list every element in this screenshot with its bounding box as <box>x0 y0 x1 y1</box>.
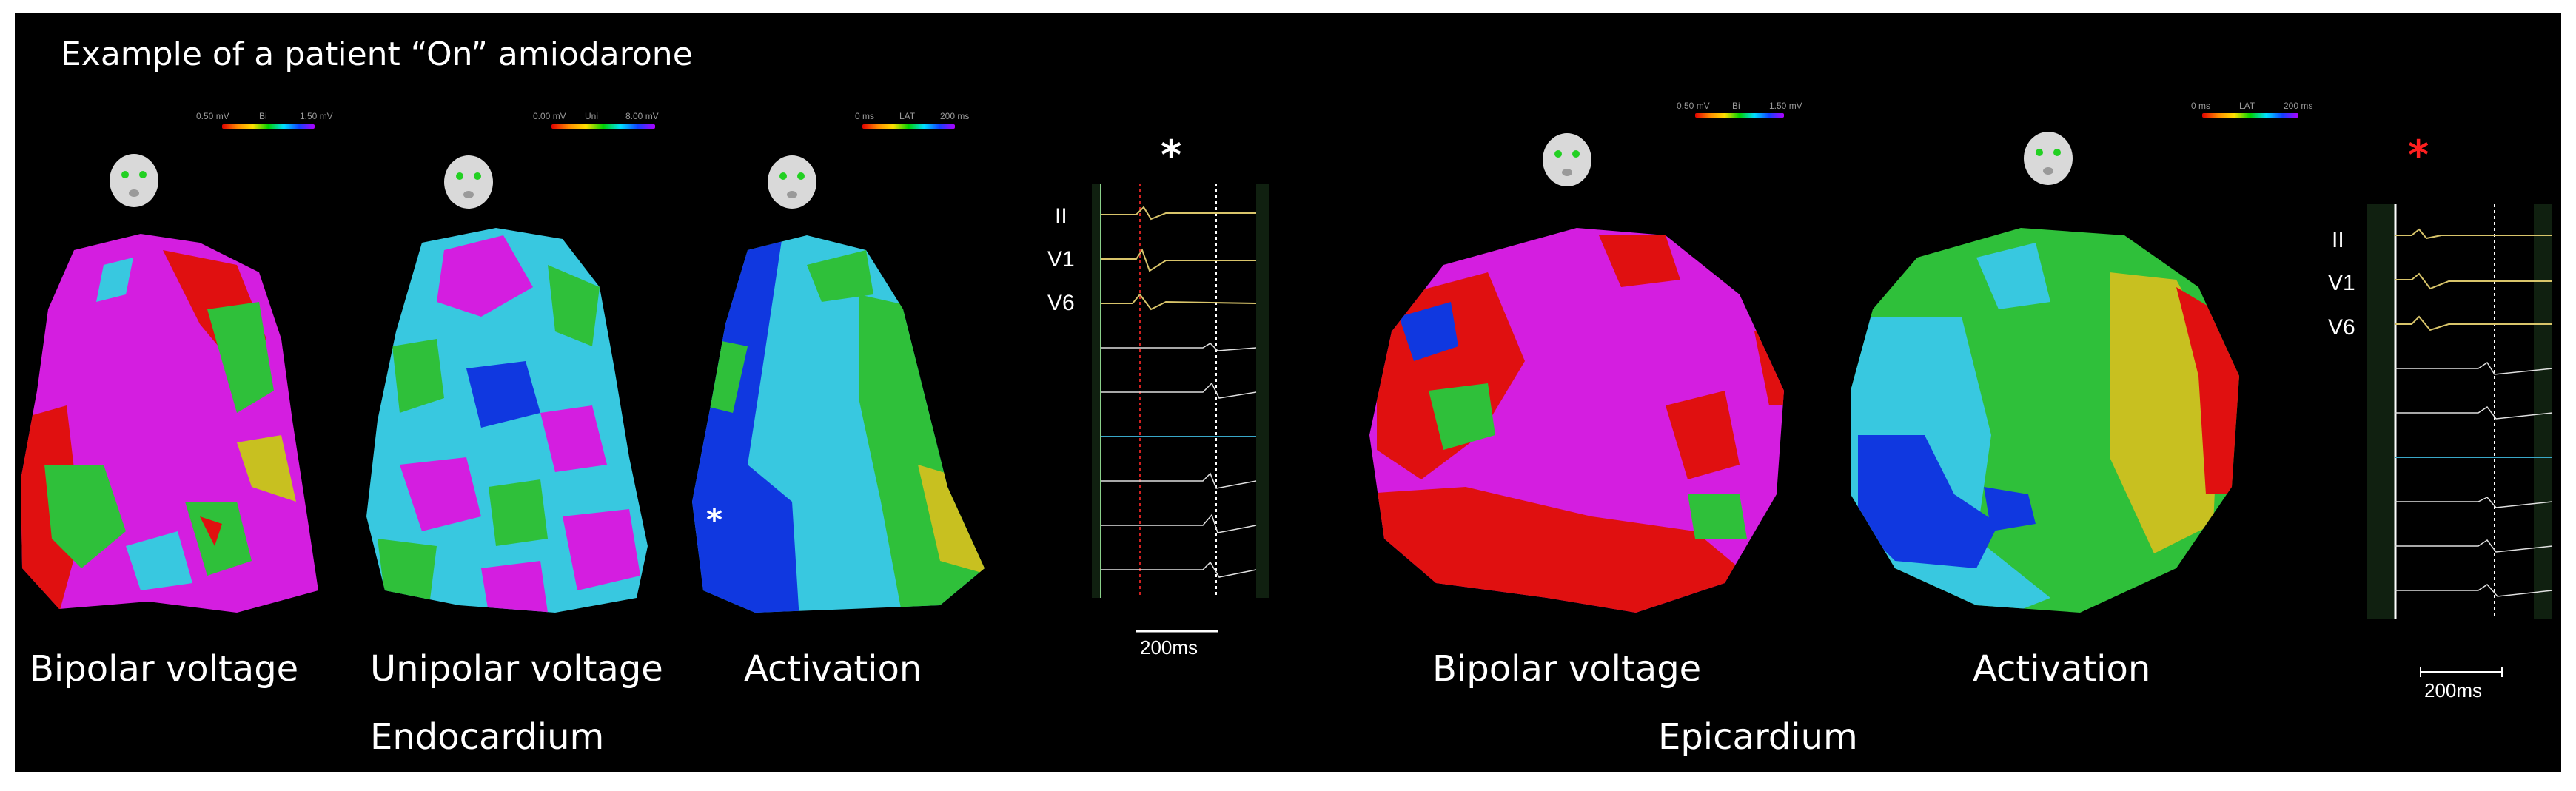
label-endo-activation: Activation <box>744 648 922 690</box>
legend-bipolar-epi-max: 1.50 mV <box>1769 101 1802 111</box>
legend-activation-endo-label: LAT <box>899 111 916 121</box>
ecg-epi-lead-v6: V6 <box>2328 315 2355 340</box>
ecg-epi-scale-label: 200ms <box>2424 679 2483 701</box>
ecg-endo-lead-ii: II <box>1055 204 1067 229</box>
figure-panel: Example of a patient “On” amiodarone 0.5… <box>15 13 2561 772</box>
head-orientation-icon <box>1543 133 1591 186</box>
legend-bar-bipolar-epi <box>1695 113 1784 118</box>
section-endocardium: Endocardium <box>370 716 605 758</box>
legend-bar-activation-epi <box>2202 113 2298 118</box>
endo-activation-marker: * <box>706 502 722 538</box>
section-epicardium: Epicardium <box>1658 716 1858 758</box>
ecg-epi-scalebar <box>2420 667 2503 677</box>
label-endo-unipolar: Unipolar voltage <box>370 648 663 690</box>
legend-bipolar-epi-label: Bi <box>1732 101 1740 111</box>
legend-unipolar-endo-min: 0.00 mV <box>533 111 566 121</box>
legend-bipolar-endo-max: 1.50 mV <box>300 111 333 121</box>
ecg-endo-lead-v6: V6 <box>1047 291 1075 315</box>
legend-bar-unipolar-endo <box>551 124 655 129</box>
legend-activation-epi-max: 200 ms <box>2284 101 2313 111</box>
legend-unipolar-endo-max: 8.00 mV <box>625 111 659 121</box>
map-endo-activation <box>692 235 985 613</box>
ecg-endo-marker: * <box>1161 132 1182 178</box>
ecg-endo-scale-label: 200ms <box>1140 636 1198 659</box>
head-orientation-icon <box>110 154 158 207</box>
ecg-epi-marker: * <box>2408 132 2429 178</box>
ecg-epi-lead-ii: II <box>2332 228 2344 252</box>
legend-bipolar-endo-min: 0.50 mV <box>196 111 229 121</box>
head-orientation-icon <box>2024 132 2073 185</box>
ecg-epi-traces <box>2367 204 2553 619</box>
figure-title: Example of a patient “On” amiodarone <box>61 36 693 73</box>
map-epi-bipolar <box>1369 228 1784 613</box>
legend-activation-epi-label: LAT <box>2239 101 2255 111</box>
legend-bipolar-endo-label: Bi <box>259 111 267 121</box>
legend-activation-endo-max: 200 ms <box>940 111 970 121</box>
ecg-epi-lead-v1: V1 <box>2328 271 2355 295</box>
map-endo-unipolar <box>366 228 648 613</box>
label-endo-bipolar: Bipolar voltage <box>30 648 299 690</box>
ecg-endo-scalebar <box>1136 630 1218 633</box>
label-epi-bipolar: Bipolar voltage <box>1432 648 1702 690</box>
legend-activation-endo-min: 0 ms <box>855 111 875 121</box>
label-epi-activation: Activation <box>1973 648 2151 690</box>
map-epi-activation <box>1851 228 2239 613</box>
ecg-endo-lead-v1: V1 <box>1047 247 1075 272</box>
legend-bipolar-epi-min: 0.50 mV <box>1677 101 1710 111</box>
legend-bar-activation-endo <box>862 124 955 129</box>
ecg-endo-traces <box>1092 184 1269 598</box>
map-endo-bipolar <box>21 234 318 613</box>
legend-activation-epi-min: 0 ms <box>2191 101 2211 111</box>
head-orientation-icon <box>444 155 493 209</box>
head-orientation-icon <box>768 155 816 209</box>
legend-bar-bipolar-endo <box>222 124 315 129</box>
legend-unipolar-endo-label: Uni <box>585 111 599 121</box>
